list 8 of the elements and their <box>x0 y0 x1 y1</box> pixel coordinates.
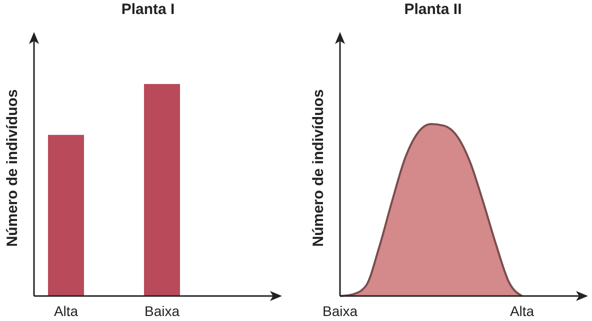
chart-title: Planta II <box>404 1 462 18</box>
y-axis-title: Número de indivíduos <box>4 89 21 247</box>
x-tick-label: Baixa <box>144 303 180 319</box>
x-tick-label: Baixa <box>322 303 358 319</box>
x-tick-label: Alta <box>510 303 534 319</box>
chart-title: Planta I <box>121 1 175 18</box>
x-tick-label: Alta <box>54 303 78 319</box>
y-axis-title: Número de indivíduos <box>310 89 327 247</box>
